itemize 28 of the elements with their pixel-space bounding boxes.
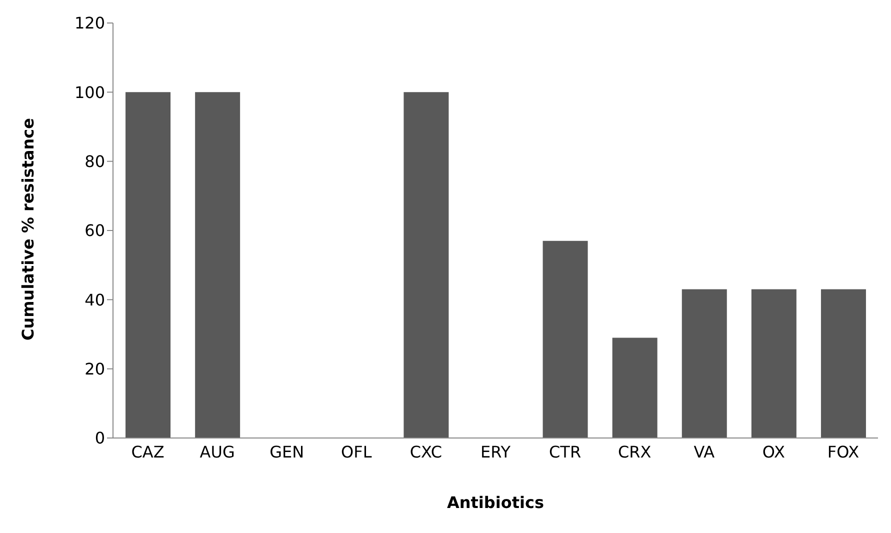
x-tick-label: CAZ [131,442,164,462]
bar [404,92,449,438]
x-tick-label: CRX [618,442,652,462]
bar [751,289,796,438]
y-tick-label: 20 [84,360,105,379]
x-tick-label: OFL [341,442,372,462]
bar [682,289,727,438]
bar [126,92,171,438]
x-tick-label: FOX [827,442,860,462]
y-tick-label: 60 [84,221,105,240]
y-axis-title: Cumulative % resistance [18,118,38,340]
bar [820,289,866,438]
x-tick-label: VA [694,442,715,462]
y-tick-label: 40 [84,290,105,310]
x-tick-label: GEN [270,442,304,462]
x-tick-label: OX [762,442,785,462]
y-tick-label: 80 [84,152,105,172]
x-tick-label: ERY [480,442,511,462]
x-axis-title: Antibiotics [447,493,544,512]
y-tick-label: 100 [74,82,105,102]
x-tick-label: CXC [410,442,442,462]
y-tick-label: 0 [94,428,105,448]
y-tick-label: 120 [74,14,105,33]
bar [542,240,588,438]
x-tick-label: AUG [200,442,235,462]
x-tick-label: CTR [549,442,582,462]
bar [195,92,240,438]
bar [612,338,658,438]
